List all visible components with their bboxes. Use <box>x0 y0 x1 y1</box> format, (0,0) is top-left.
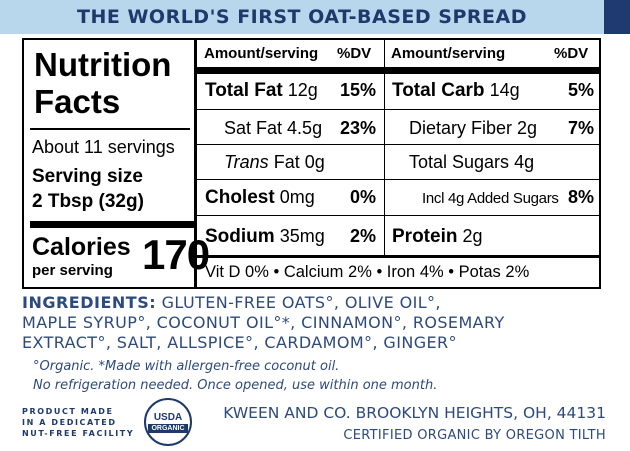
certification-line: CERTIFIED ORGANIC BY OREGON TILTH <box>343 428 606 443</box>
facility-line-3: NUT-FREE FACILITY <box>22 429 135 438</box>
cholesterol-name: Cholest <box>205 187 275 208</box>
row-rule <box>197 109 384 110</box>
total-sugars-row: Total Sugars 4g <box>409 152 534 173</box>
dietary-fiber-amount: 2g <box>517 118 538 138</box>
storage-note: No refrigeration needed. Once opened, us… <box>33 378 438 393</box>
nutrition-facts-panel: Nutrition Facts About 11 servings Servin… <box>22 38 601 289</box>
sodium-row: Sodium 35mg <box>205 226 325 248</box>
organic-note: °Organic. *Made with allergen-free cocon… <box>33 359 340 374</box>
banner-title: THE WORLD'S FIRST OAT-BASED SPREAD <box>77 6 527 28</box>
sat-fat-pct: 23% <box>339 118 376 138</box>
cholesterol-amount: 0mg <box>279 187 315 207</box>
header-thick-rule <box>197 67 600 74</box>
sat-fat-name: Sat Fat <box>224 118 283 138</box>
ingredients-block: INGREDIENTS: GLUTEN-FREE OATS°, OLIVE OI… <box>22 293 612 353</box>
total-carb-row: Total Carb 14g <box>392 80 520 102</box>
vertical-divider <box>194 40 197 288</box>
row-rule <box>385 109 600 110</box>
right-header-dv: %DV <box>554 45 589 62</box>
dietary-fiber-row: Dietary Fiber 2g <box>409 118 537 139</box>
vitamins-rule <box>197 255 600 258</box>
servings-count: About 11 servings <box>32 137 175 157</box>
serving-size-value: 2 Tbsp (32g) <box>32 191 144 212</box>
seal-bottom-text: ORGANIC <box>148 423 188 433</box>
cholesterol-pct: 0% <box>349 187 376 207</box>
ingredients-line-1: INGREDIENTS: GLUTEN-FREE OATS°, OLIVE OI… <box>22 293 612 313</box>
thick-divider <box>30 221 194 228</box>
total-sugars-amount: 4g <box>514 152 535 172</box>
total-fat-pct: 15% <box>339 80 376 100</box>
sodium-pct: 2% <box>349 226 376 246</box>
title-line-2: Facts <box>34 83 121 120</box>
facility-line-2: IN A DEDICATED <box>22 418 117 427</box>
sat-fat-row: Sat Fat 4.5g <box>224 118 322 139</box>
right-header-amount: Amount/serving <box>391 45 506 62</box>
row-rule <box>197 215 384 216</box>
ingredients-label: INGREDIENTS: <box>22 293 157 312</box>
top-banner: THE WORLD'S FIRST OAT-BASED SPREAD <box>0 0 604 34</box>
left-header-dv: %DV <box>337 45 372 62</box>
vitamins-line: Vit D 0% • Calcium 2% • Iron 4% • Potas … <box>205 263 530 281</box>
total-carb-pct: 5% <box>567 80 594 100</box>
ingredients-text-1: GLUTEN-FREE OATS°, OLIVE OIL°, <box>161 293 441 312</box>
row-rule <box>197 179 384 180</box>
calories-sub: per serving <box>32 262 113 279</box>
divider <box>30 128 190 130</box>
title-line-1: Nutrition <box>34 46 172 83</box>
trans-fat-name: Trans <box>224 152 269 172</box>
ingredients-line-3: EXTRACT°, SALT, ALLSPICE°, CARDAMOM°, GI… <box>22 333 457 352</box>
sodium-name: Sodium <box>205 226 275 247</box>
dietary-fiber-pct: 7% <box>567 118 594 138</box>
left-header-amount: Amount/serving <box>204 45 319 62</box>
row-rule <box>385 179 600 180</box>
company-address: KWEEN AND CO. BROOKLYN HEIGHTS, OH, 4413… <box>223 404 606 422</box>
total-fat-name: Total Fat <box>205 80 283 101</box>
total-carb-name: Total Carb <box>392 80 485 101</box>
nutrition-facts-title: Nutrition Facts <box>34 46 171 120</box>
row-rule <box>197 144 384 145</box>
facility-statement: PRODUCT MADE IN A DEDICATED NUT-FREE FAC… <box>22 406 137 439</box>
facility-line-1: PRODUCT MADE <box>22 407 114 416</box>
usda-organic-seal: USDA ORGANIC <box>144 398 192 446</box>
banner-corner <box>604 0 630 34</box>
added-sugars-label: Incl 4g Added Sugars <box>422 190 559 207</box>
row-rule <box>385 215 600 216</box>
protein-amount: 2g <box>462 226 483 246</box>
serving-size-label: Serving size <box>32 166 143 187</box>
added-sugars-pct: 8% <box>567 187 594 207</box>
row-rule <box>385 144 600 145</box>
calories-label: Calories <box>32 233 131 261</box>
cholesterol-row: Cholest 0mg <box>205 187 315 209</box>
trans-fat-row: Trans Fat 0g <box>224 152 325 173</box>
protein-row: Protein 2g <box>392 226 483 248</box>
sodium-amount: 35mg <box>279 226 325 246</box>
protein-name: Protein <box>392 226 458 247</box>
trans-fat-amount: Fat 0g <box>273 152 325 172</box>
vertical-divider-mid <box>384 40 385 256</box>
sat-fat-amount: 4.5g <box>287 118 323 138</box>
total-sugars-name: Total Sugars <box>409 152 510 172</box>
seal-top-text: USDA <box>153 411 183 423</box>
total-fat-row: Total Fat 12g <box>205 80 318 102</box>
dietary-fiber-name: Dietary Fiber <box>409 118 513 138</box>
calories-value: 170 <box>142 231 210 278</box>
total-fat-amount: 12g <box>287 80 318 100</box>
total-carb-amount: 14g <box>489 80 520 100</box>
ingredients-line-2: MAPLE SYRUP°, COCONUT OIL°*, CINNAMON°, … <box>22 313 505 332</box>
